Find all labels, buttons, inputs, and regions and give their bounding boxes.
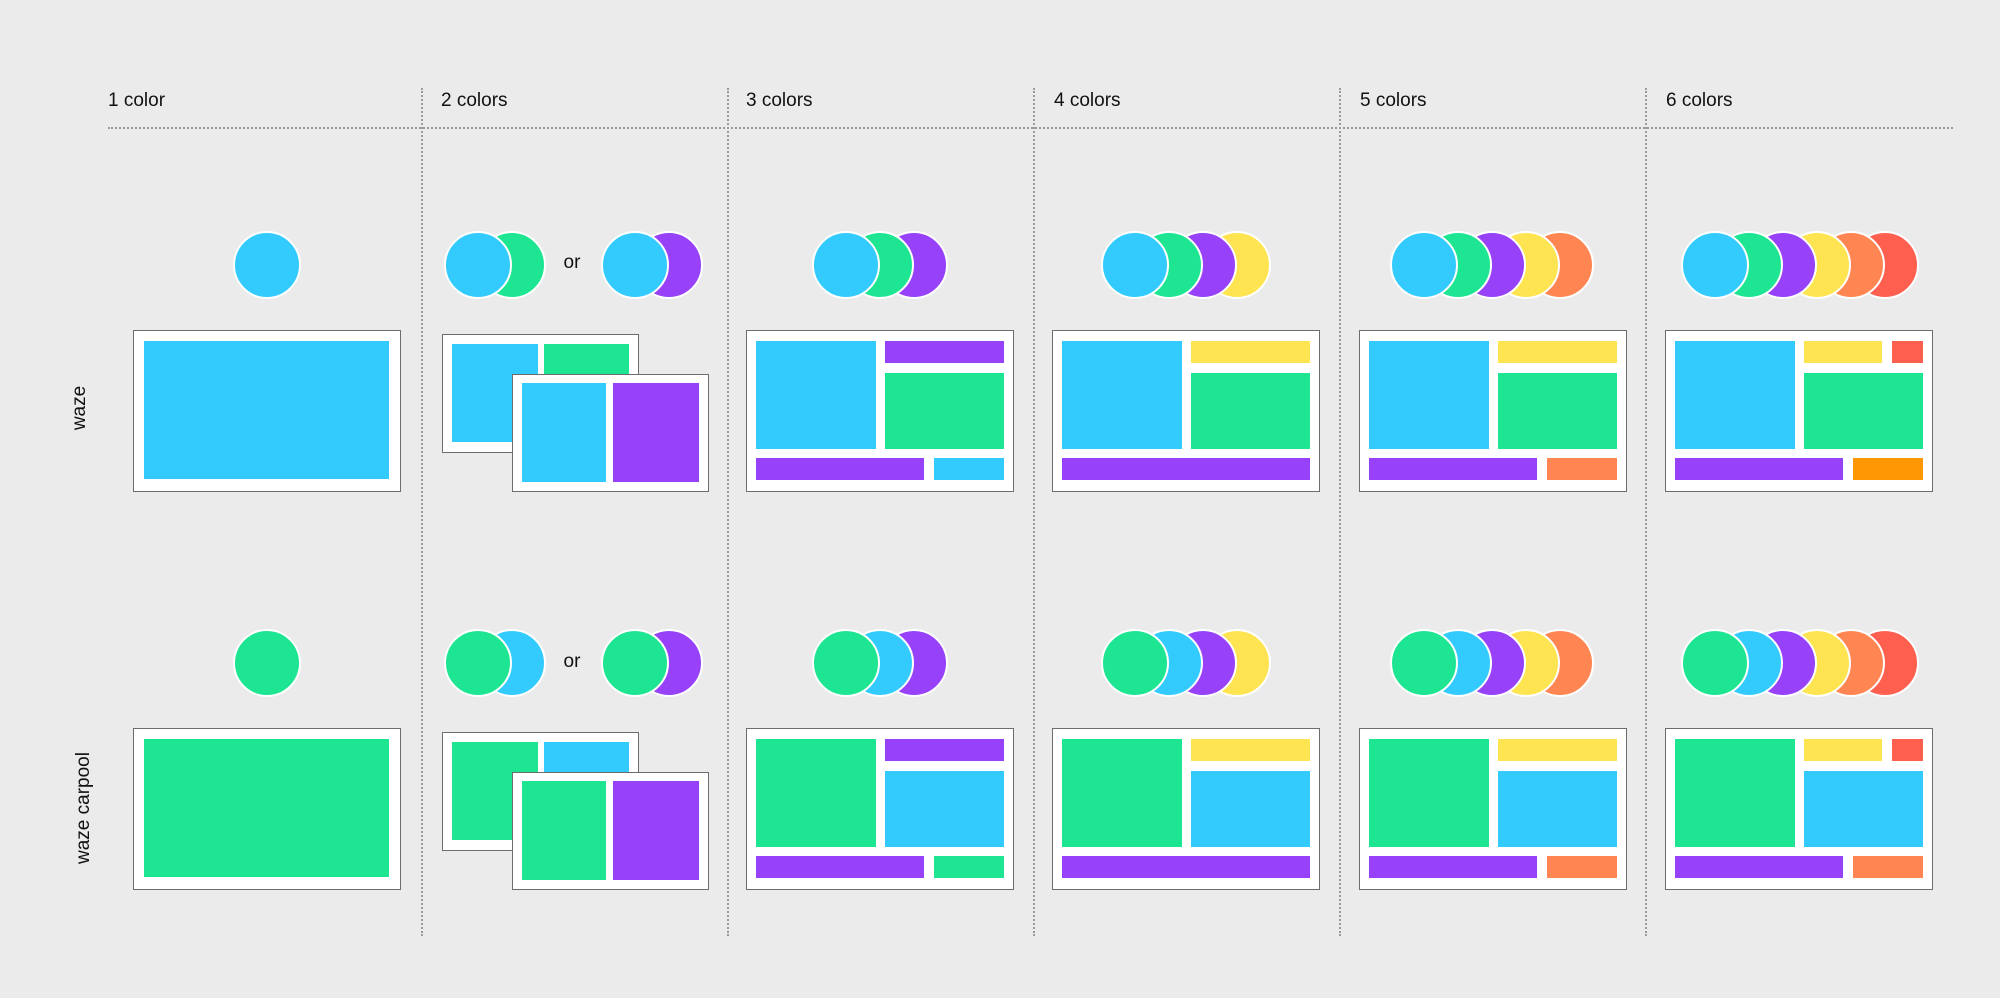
row-label-waze-carpool: waze carpool	[73, 752, 94, 864]
yellow-color-block	[1498, 341, 1617, 363]
column-header-4-colors: 4 colors	[1054, 90, 1121, 111]
purple-color-block	[613, 383, 699, 482]
purple-color-block	[885, 341, 1004, 363]
blue-color-circle	[444, 231, 512, 299]
green-color-block	[1498, 373, 1617, 449]
blue-color-block	[1675, 341, 1795, 449]
or-separator: or	[563, 651, 581, 672]
green-color-circle	[233, 629, 301, 697]
column-header-5-colors: 5 colors	[1360, 90, 1427, 111]
purple-color-block	[756, 856, 924, 878]
yellow-color-block	[1804, 739, 1882, 761]
purple-color-block	[1062, 458, 1310, 480]
blue-color-circle	[1101, 231, 1169, 299]
column-divider	[1339, 88, 1341, 936]
yellow-color-block	[1191, 341, 1310, 363]
green-color-block	[1804, 373, 1923, 449]
blue-color-circle	[1390, 231, 1458, 299]
green-color-block	[1191, 373, 1310, 449]
green-color-block	[1675, 739, 1795, 847]
orange-color-block	[1547, 856, 1617, 878]
green-color-block	[756, 739, 876, 847]
blue-color-block	[144, 341, 389, 479]
column-header-1-color: 1 color	[108, 90, 166, 111]
blue-color-circle	[1681, 231, 1749, 299]
header-divider	[108, 127, 1953, 129]
amber-color-block	[1853, 458, 1923, 480]
green-color-circle	[812, 629, 880, 697]
blue-color-block	[522, 383, 606, 482]
green-color-circle	[601, 629, 669, 697]
column-header-6-colors: 6 colors	[1666, 90, 1733, 111]
blue-color-block	[1498, 771, 1617, 847]
green-color-block	[1369, 739, 1489, 847]
green-color-block	[1062, 739, 1182, 847]
blue-color-circle	[601, 231, 669, 299]
green-color-block	[522, 781, 606, 880]
blue-color-block	[885, 771, 1004, 847]
blue-color-block	[756, 341, 876, 449]
purple-color-block	[613, 781, 699, 880]
yellow-color-block	[1804, 341, 1882, 363]
blue-color-circle	[233, 231, 301, 299]
purple-color-block	[1062, 856, 1310, 878]
column-header-3-colors: 3 colors	[746, 90, 813, 111]
column-divider	[727, 88, 729, 936]
green-color-circle	[444, 629, 512, 697]
column-divider	[421, 88, 423, 936]
or-separator: or	[563, 252, 581, 273]
green-color-block	[885, 373, 1004, 449]
blue-color-block	[1191, 771, 1310, 847]
purple-color-block	[756, 458, 924, 480]
blue-color-block	[1804, 771, 1923, 847]
red-color-block	[1892, 739, 1923, 761]
blue-color-block	[1369, 341, 1489, 449]
blue-color-circle	[812, 231, 880, 299]
column-header-2-colors: 2 colors	[441, 90, 508, 111]
red-color-block	[1892, 341, 1923, 363]
row-label-waze: waze	[69, 385, 90, 431]
purple-color-block	[1369, 458, 1537, 480]
green-color-block	[934, 856, 1004, 878]
green-color-circle	[1101, 629, 1169, 697]
purple-color-block	[1675, 458, 1843, 480]
orange-color-block	[1547, 458, 1617, 480]
yellow-color-block	[1191, 739, 1310, 761]
green-color-circle	[1681, 629, 1749, 697]
column-divider	[1033, 88, 1035, 936]
yellow-color-block	[1498, 739, 1617, 761]
purple-color-block	[1369, 856, 1537, 878]
column-divider	[1645, 88, 1647, 936]
green-color-circle	[1390, 629, 1458, 697]
blue-color-block	[934, 458, 1004, 480]
green-color-block	[144, 739, 389, 877]
blue-color-block	[1062, 341, 1182, 449]
purple-color-block	[1675, 856, 1843, 878]
purple-color-block	[885, 739, 1004, 761]
orange-color-block	[1853, 856, 1923, 878]
